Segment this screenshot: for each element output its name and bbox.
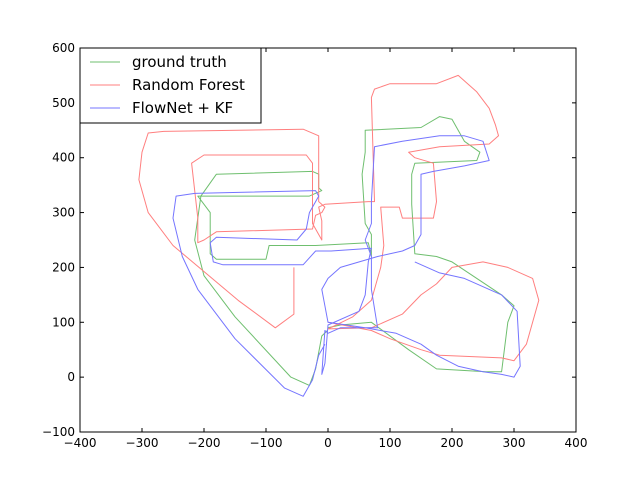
series-line-0 (194, 116, 515, 386)
series-line-2 (172, 135, 521, 397)
y-tick-label: 200 (52, 260, 75, 274)
ticks-layer: −400 −300 −200 −100 0 100 200 300 400 −100 0 100 200… (42, 41, 587, 450)
y-tick-label: 500 (52, 96, 75, 110)
legend-label-1: Random Forest (132, 76, 245, 94)
x-tick-label: −400 (64, 436, 97, 450)
legend-box (79, 47, 262, 124)
series-line-1 (138, 74, 540, 362)
x-tick-label: 400 (565, 436, 588, 450)
x-tick-label: −100 (250, 436, 283, 450)
y-tick-label: 400 (52, 151, 75, 165)
legend-items: ground truth Random Forest FlowNet + KF (90, 53, 245, 117)
y-tick-label: −100 (42, 425, 75, 439)
legend-label-2: FlowNet + KF (132, 99, 233, 117)
series-layer (138, 74, 540, 397)
x-tick-label: −200 (188, 436, 221, 450)
y-tick-label: 100 (52, 315, 75, 329)
legend-label-0: ground truth (132, 53, 227, 71)
y-tick-label: 300 (52, 206, 75, 220)
x-tick-label: 100 (379, 436, 402, 450)
y-tick-label: 600 (52, 41, 75, 55)
x-tick-label: 300 (503, 436, 526, 450)
x-tick-label: −300 (126, 436, 159, 450)
y-tick-label: 0 (67, 370, 75, 384)
legend: ground truth Random Forest FlowNet + KF (79, 47, 262, 124)
x-tick-label: 0 (324, 436, 332, 450)
x-tick-label: 200 (441, 436, 464, 450)
